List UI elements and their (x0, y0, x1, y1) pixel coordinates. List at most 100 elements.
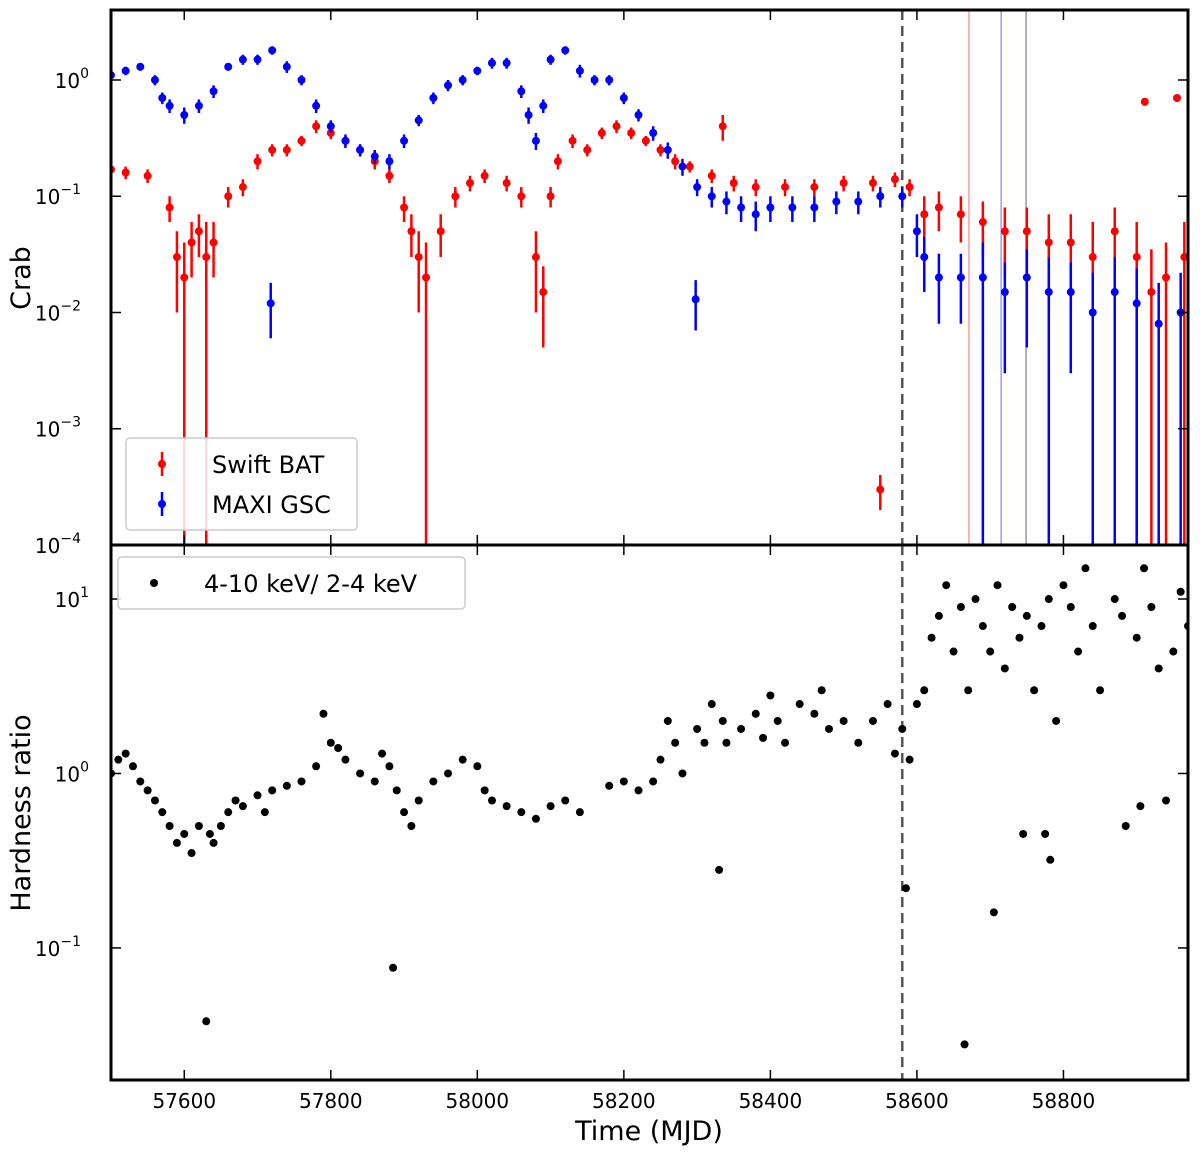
data-point (649, 128, 658, 137)
data-point (1096, 686, 1105, 695)
data-point (619, 93, 628, 102)
data-point (1044, 288, 1053, 297)
data-point (531, 136, 540, 145)
data-point (810, 183, 819, 192)
data-point (209, 838, 218, 847)
data-point (539, 288, 548, 297)
data-point (429, 777, 438, 786)
data-point (400, 808, 409, 817)
data-point (1154, 319, 1163, 328)
data-point (766, 691, 775, 700)
data-point (568, 136, 577, 145)
data-point (1066, 288, 1075, 297)
data-point (268, 786, 277, 795)
data-point (158, 808, 167, 817)
data-point (1154, 664, 1163, 673)
data-point (1000, 227, 1009, 236)
legend-label: 4-10 keV/ 2-4 keV (204, 570, 418, 598)
data-point (934, 203, 943, 212)
data-point (1044, 595, 1053, 604)
data-point (956, 273, 965, 282)
data-point (722, 738, 731, 747)
data-point (605, 781, 614, 790)
data-point (1000, 664, 1009, 673)
data-point (832, 197, 841, 206)
data-point (912, 700, 921, 709)
data-point (531, 814, 540, 823)
data-point (1046, 855, 1055, 864)
data-point (575, 808, 584, 817)
data-point (956, 210, 965, 219)
legend-marker (150, 579, 158, 587)
data-point (1037, 622, 1046, 631)
data-point (671, 738, 680, 747)
data-point (487, 59, 496, 68)
data-point (989, 908, 998, 917)
data-point (517, 87, 526, 96)
data-point (326, 738, 335, 747)
data-point (678, 769, 687, 778)
data-point (718, 122, 727, 131)
data-point (561, 796, 570, 805)
y-tick-label: 10−1 (35, 182, 81, 209)
data-point (400, 203, 409, 212)
data-point (839, 178, 848, 187)
data-point (319, 709, 328, 718)
y-tick-base: 10 (55, 762, 80, 786)
data-point (114, 755, 123, 764)
data-point (1030, 686, 1039, 695)
data-point (700, 738, 709, 747)
data-point (854, 197, 863, 206)
data-point (297, 136, 306, 145)
data-point (691, 295, 700, 304)
data-point (993, 581, 1002, 590)
data-point (1052, 716, 1061, 725)
data-point (253, 55, 262, 64)
data-point (1110, 227, 1119, 236)
data-point (165, 203, 174, 212)
data-point (414, 116, 423, 125)
data-point (202, 1017, 211, 1026)
data-point (1059, 581, 1068, 590)
data-point (466, 178, 474, 187)
data-point (180, 110, 189, 119)
y-tick-exponent: −3 (60, 415, 81, 431)
data-point (202, 253, 211, 262)
data-point (986, 647, 995, 656)
data-point (619, 777, 628, 786)
data-point (136, 777, 145, 786)
data-point (451, 192, 460, 201)
data-point (224, 62, 233, 71)
data-point (1081, 564, 1090, 573)
y-tick-base: 10 (35, 534, 60, 558)
data-point (1000, 288, 1009, 297)
data-point (737, 203, 746, 212)
data-point (707, 171, 716, 180)
y-tick-label: 101 (55, 585, 89, 612)
data-point (517, 808, 526, 817)
data-point (1191, 343, 1199, 351)
data-point (634, 786, 643, 795)
data-point (817, 686, 826, 695)
legend-label: MAXI GSC (212, 491, 331, 519)
data-point (121, 168, 130, 177)
data-point (810, 203, 819, 212)
data-point (458, 755, 467, 764)
x-tick-label: 58200 (592, 1089, 656, 1113)
data-point (656, 145, 665, 154)
data-point (1110, 595, 1119, 604)
data-point (890, 175, 899, 184)
data-point (751, 183, 760, 192)
legend-box (125, 437, 358, 531)
data-point (971, 595, 980, 604)
data-point (854, 738, 863, 747)
data-point (960, 1040, 969, 1049)
data-point (282, 781, 291, 790)
y-tick-exponent: −1 (60, 182, 81, 198)
data-point (400, 136, 409, 145)
data-point (707, 192, 716, 201)
data-point (224, 808, 233, 817)
data-point (978, 622, 987, 631)
data-point (627, 128, 636, 137)
data-point (685, 162, 694, 171)
